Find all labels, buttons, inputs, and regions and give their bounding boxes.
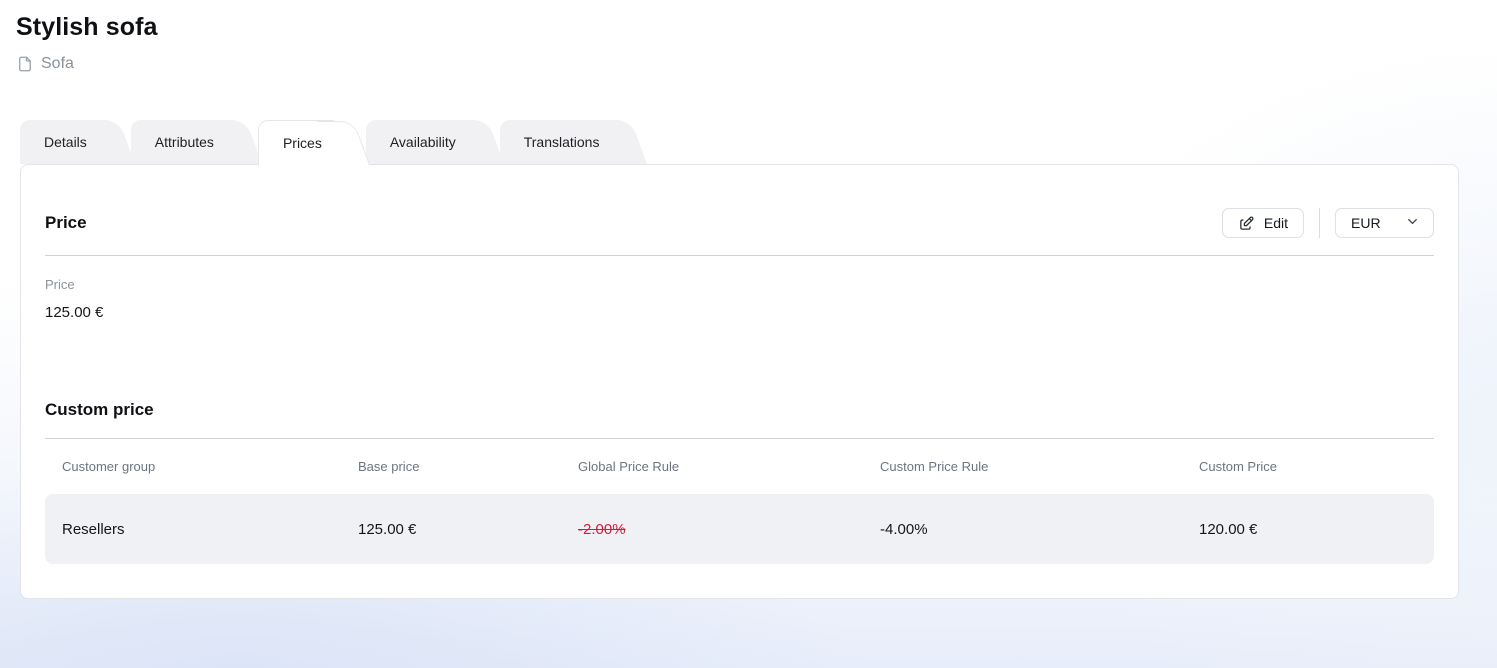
tab-translations[interactable]: Translations <box>499 120 612 164</box>
cell-customer-group: Resellers <box>62 520 125 538</box>
price-field-value: 125.00 € <box>45 304 104 321</box>
breadcrumb: Sofa <box>16 54 1481 74</box>
price-section-header: Price Edit EUR <box>45 208 1434 238</box>
edit-icon <box>1238 215 1255 232</box>
price-heading: Price <box>45 213 87 232</box>
edit-button[interactable]: Edit <box>1221 208 1304 238</box>
price-field-label: Price <box>45 277 75 292</box>
column-header-global-price-rule: Global Price Rule <box>578 459 680 474</box>
tab-attributes[interactable]: Attributes <box>130 120 226 164</box>
currency-select[interactable]: EUR <box>1335 208 1434 238</box>
section-divider <box>45 438 1434 439</box>
column-header-custom-price-rule: Custom Price Rule <box>880 459 989 474</box>
cell-custom-price-rule: -4.00% <box>880 520 928 538</box>
file-icon <box>16 55 34 73</box>
column-header-base-price: Base price <box>358 459 420 474</box>
edit-button-label: Edit <box>1263 215 1288 231</box>
currency-select-value: EUR <box>1351 215 1381 231</box>
page-header: Stylish sofa Sofa <box>0 0 1497 74</box>
price-field: Price 125.00 € <box>45 277 1434 322</box>
tab-prices[interactable]: Prices <box>257 120 334 165</box>
table-row: Resellers 125.00 € -2.00% -4.00% 120.00 … <box>45 494 1434 564</box>
cell-global-price-rule: -2.00% <box>578 520 626 538</box>
tab-availability[interactable]: Availability <box>365 120 468 164</box>
column-header-custom-price: Custom Price <box>1199 459 1278 474</box>
page-title: Stylish sofa <box>16 13 158 41</box>
custom-price-heading: Custom price <box>45 400 154 419</box>
column-header-customer-group: Customer group <box>62 459 156 474</box>
cell-custom-price: 120.00 € <box>1199 520 1258 538</box>
chevron-down-icon <box>1405 214 1420 232</box>
tab-bar: Details Attributes Prices Availability T… <box>20 120 1497 165</box>
actions-divider <box>1319 208 1320 238</box>
cell-base-price: 125.00 € <box>358 520 417 538</box>
table-header-row: Customer group Base price Global Price R… <box>45 459 1434 474</box>
breadcrumb-label: Sofa <box>41 55 74 72</box>
tab-details[interactable]: Details <box>20 120 99 164</box>
prices-panel: Price Edit EUR Price 125.00 € Custom pri… <box>20 164 1459 599</box>
section-divider <box>45 255 1434 256</box>
price-actions: Edit EUR <box>1221 208 1434 238</box>
